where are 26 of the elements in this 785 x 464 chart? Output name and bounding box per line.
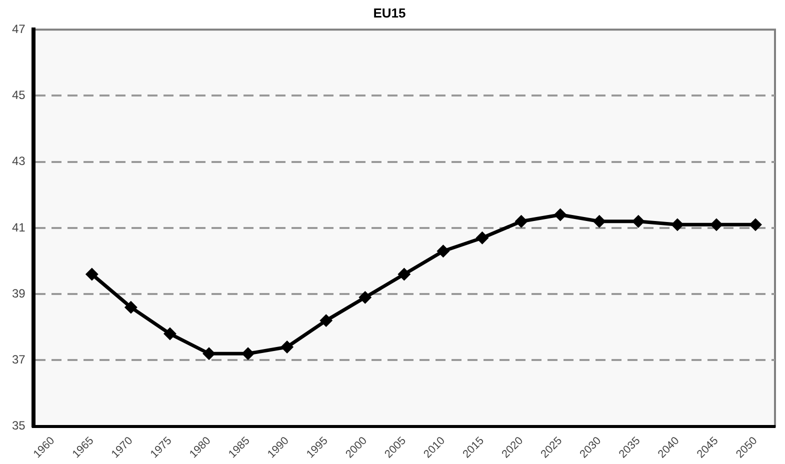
- point: [554, 209, 566, 221]
- point: [125, 302, 137, 314]
- point: [594, 216, 606, 228]
- point: [476, 232, 488, 244]
- y-tick-label: 43: [12, 154, 26, 168]
- chart-title: EU15: [373, 5, 406, 20]
- point: [164, 328, 176, 340]
- y-tick-label: 35: [12, 418, 26, 433]
- point: [632, 216, 644, 228]
- y-tick-label: 47: [12, 22, 26, 36]
- point: [359, 292, 371, 304]
- y-tick-label: 37: [12, 352, 26, 367]
- point: [86, 268, 98, 280]
- point: [203, 348, 215, 360]
- point: [437, 245, 449, 257]
- point: [320, 314, 332, 326]
- point: [516, 216, 528, 228]
- y-tick-label: 45: [12, 88, 26, 102]
- point: [672, 218, 684, 230]
- y-tick-label: 39: [12, 286, 26, 300]
- y-tick-label: 41: [12, 220, 26, 234]
- point: [710, 218, 722, 230]
- point: [242, 348, 254, 360]
- point: [281, 341, 293, 353]
- point: [750, 218, 762, 230]
- point: [398, 268, 410, 280]
